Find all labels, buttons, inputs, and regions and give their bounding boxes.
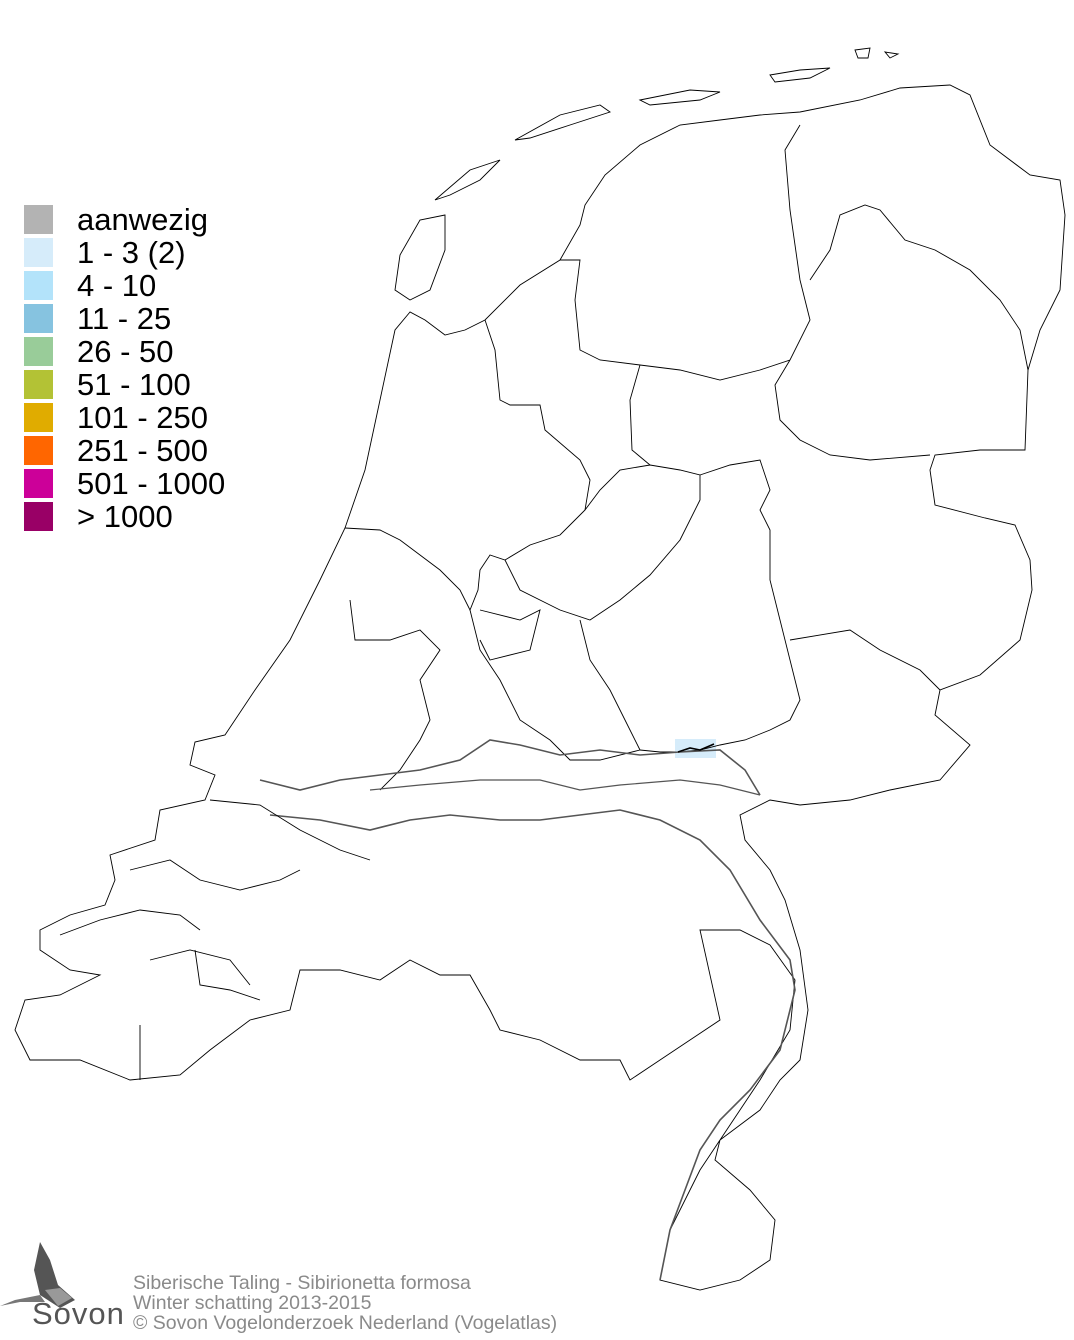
- legend-swatch: [24, 205, 53, 234]
- legend-label: 501 - 1000: [77, 466, 226, 501]
- legend-label: 4 - 10: [77, 268, 157, 303]
- river-maas: [269, 809, 796, 1281]
- legend-item: 1 - 3 (2): [24, 236, 225, 269]
- legend-label: 1 - 3 (2): [77, 235, 186, 270]
- legend-label: 101 - 250: [77, 400, 208, 435]
- legend-item: 101 - 250: [24, 401, 225, 434]
- legend-label: 11 - 25: [77, 301, 172, 336]
- legend-item: 26 - 50: [24, 335, 225, 368]
- friesland-border: [560, 124, 931, 461]
- legend: aanwezig 1 - 3 (2) 4 - 10 11 - 25 26 - 5…: [24, 203, 225, 533]
- island-vlieland: [434, 159, 501, 201]
- country-outline: [14, 84, 1066, 1291]
- species-name: Siberische Taling - Sibirionetta formosa: [133, 1272, 471, 1294]
- gelderland-border: [579, 619, 941, 751]
- legend-label: 26 - 50: [77, 334, 174, 369]
- legend-swatch: [24, 502, 53, 531]
- legend-swatch: [24, 370, 53, 399]
- island-texel: [394, 214, 446, 301]
- map-caption: Siberische Taling - Sibirionetta formosa…: [133, 1273, 557, 1333]
- overijssel-border: [629, 364, 801, 753]
- zeeland-waters: [59, 799, 371, 1080]
- legend-label: 51 - 100: [77, 367, 191, 402]
- logo-text: Sovon: [32, 1296, 125, 1331]
- legend-label: > 1000: [77, 499, 173, 534]
- legend-label: aanwezig: [77, 202, 208, 237]
- legend-swatch: [24, 337, 53, 366]
- ijsselmeer-shore: [344, 319, 591, 612]
- drenthe-border: [809, 204, 1029, 371]
- legend-swatch: [24, 238, 53, 267]
- river-rhine-waal: [259, 739, 761, 796]
- legend-item: 501 - 1000: [24, 467, 225, 500]
- river-segment-highlight: [677, 743, 715, 753]
- copyright: © Sovon Vogelonderzoek Nederland (Vogela…: [133, 1312, 558, 1334]
- legend-label: 251 - 500: [77, 433, 208, 468]
- island-schiermonnikoog: [769, 67, 831, 83]
- legend-item: 251 - 500: [24, 434, 225, 467]
- sovon-swallow-logo-icon: [0, 1242, 75, 1308]
- legend-swatch: [24, 304, 53, 333]
- utrecht-border: [469, 609, 641, 761]
- legend-item: 4 - 10: [24, 269, 225, 302]
- flevoland: [504, 464, 701, 621]
- island-ameland: [638, 89, 721, 106]
- river-lek: [369, 779, 761, 796]
- legend-swatch: [24, 271, 53, 300]
- legend-item: 51 - 100: [24, 368, 225, 401]
- legend-item: > 1000: [24, 500, 225, 533]
- island-terschelling: [514, 104, 611, 141]
- legend-swatch: [24, 403, 53, 432]
- period: Winter schatting 2013-2015: [133, 1292, 372, 1314]
- legend-swatch: [24, 436, 53, 465]
- zuid-holland-border: [349, 599, 441, 791]
- legend-item: 11 - 25: [24, 302, 225, 335]
- island-rottumeroog: [854, 47, 900, 59]
- legend-item: aanwezig: [24, 203, 225, 236]
- legend-swatch: [24, 469, 53, 498]
